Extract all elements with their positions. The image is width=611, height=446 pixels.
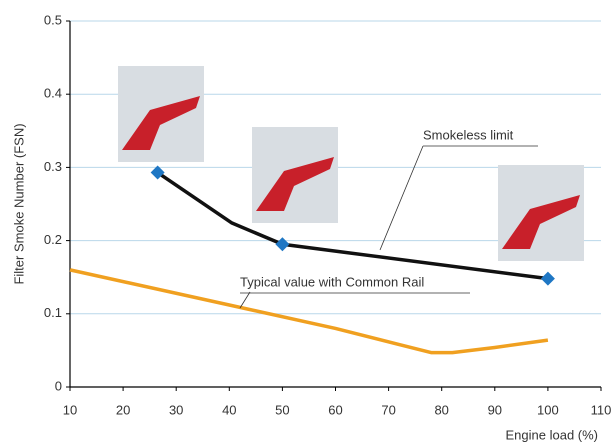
x-tick-label: 60	[328, 402, 342, 417]
annotation: Typical value with Common Rail	[240, 274, 424, 289]
x-tick-label: 10	[63, 402, 77, 417]
marker	[150, 165, 165, 180]
photo-funnel	[502, 195, 580, 249]
x-tick-label: 50	[275, 402, 289, 417]
y-tick-label: 0.2	[44, 232, 62, 247]
y-tick-label: 0.1	[44, 305, 62, 320]
x-tick-label: 40	[222, 402, 236, 417]
line	[69, 268, 549, 355]
annotation-leader	[379, 145, 424, 251]
photo-funnel	[122, 96, 200, 150]
x-tick-label: 70	[381, 402, 395, 417]
y-tick-label: 0.3	[44, 159, 62, 174]
line	[156, 171, 549, 281]
marker	[540, 271, 555, 286]
x-tick-label: 100	[537, 402, 559, 417]
x-tick-label: 20	[116, 402, 130, 417]
x-axis-label: Engine load (%)	[506, 427, 599, 442]
x-tick-label: 90	[488, 402, 502, 417]
x-tick-label: 30	[169, 402, 183, 417]
x-tick-label: 80	[434, 402, 448, 417]
photos	[118, 66, 584, 261]
x-tick-label: 110	[591, 402, 611, 417]
annotation-leader	[239, 291, 251, 309]
y-tick-label: 0	[55, 378, 62, 393]
y-tick-label: 0.4	[44, 86, 62, 101]
marker	[275, 237, 290, 252]
photo-funnel	[256, 157, 334, 211]
y-axis-label: Filter Smoke Number (FSN)	[11, 123, 26, 284]
y-tick-label: 0.5	[44, 12, 62, 27]
annotation: Smokeless limit	[423, 127, 514, 142]
